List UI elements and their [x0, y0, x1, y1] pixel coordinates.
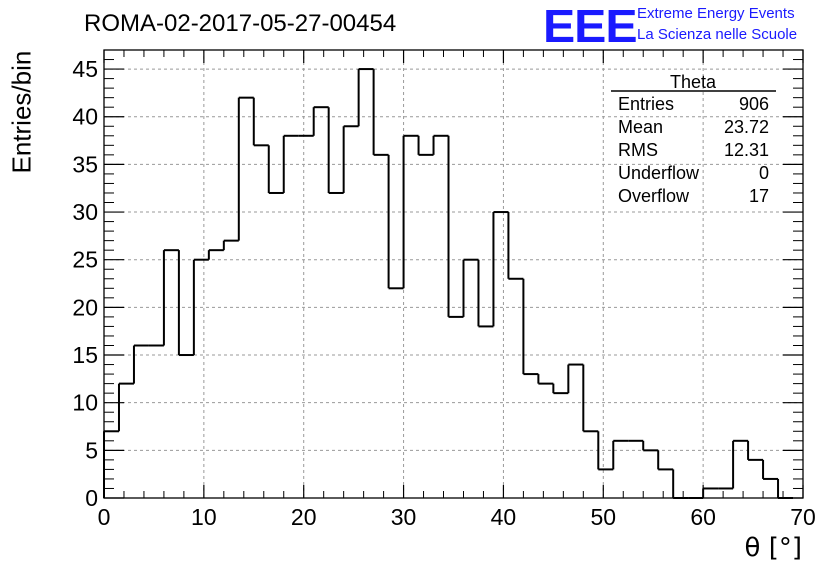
stats-label: Overflow [618, 186, 690, 206]
stats-label: Mean [618, 117, 663, 137]
stats-value: 906 [739, 94, 769, 114]
axis-ticks: 0 10 20 30 40 50 60 70 0 5 10 15 20 25 30 35 40 45 [72, 50, 816, 530]
stats-label: Entries [618, 94, 674, 114]
y-tick-label: 20 [72, 294, 98, 320]
y-tick-label: 15 [72, 342, 98, 368]
axes-box [103, 49, 804, 499]
stats-value: 17 [749, 186, 769, 206]
stats-value: 23.72 [724, 117, 769, 137]
stats-label: RMS [618, 140, 658, 160]
grid [104, 50, 803, 498]
y-tick-label: 5 [85, 437, 98, 463]
x-tick-label: 0 [98, 504, 111, 530]
stats-box-title: Theta [670, 72, 717, 92]
stats-label: Underflow [618, 163, 700, 183]
y-tick-label: 40 [72, 104, 98, 130]
stats-box-rows: Entries 906 Mean 23.72 RMS 12.31 Underflow 0 Ove… [618, 94, 769, 206]
logo-line-2: La Scienza nelle Scuole [637, 26, 798, 43]
stats-box: Theta Entries 906 Mean 23.72 RMS 12.31 Underfl… [611, 72, 776, 206]
x-tick-label: 40 [491, 504, 517, 530]
x-tick-label: 30 [391, 504, 417, 530]
y-tick-label: 0 [85, 485, 98, 511]
x-axis-label: θ [°] [744, 533, 802, 563]
stats-value: 12.31 [724, 140, 769, 160]
y-tick-label: 45 [72, 56, 98, 82]
x-tick-label: 20 [291, 504, 317, 530]
y-axis-label: Entries/bin [6, 50, 37, 174]
y-tick-label: 35 [72, 151, 98, 177]
plot-frame [103, 49, 804, 499]
stats-value: 0 [759, 163, 769, 183]
eee-logo: EEE [543, 0, 638, 52]
y-tick-label: 10 [72, 390, 98, 416]
x-tick-label: 50 [590, 504, 616, 530]
y-tick-label: 25 [72, 247, 98, 273]
x-tick-label: 60 [690, 504, 716, 530]
page-title: ROMA-02-2017-05-27-00454 [84, 10, 397, 37]
x-tick-label: 70 [790, 504, 816, 530]
y-tick-label: 30 [72, 199, 98, 225]
x-tick-label: 10 [191, 504, 217, 530]
histogram-bars [103, 68, 794, 499]
logo-line-1: Extreme Energy Events [637, 5, 795, 22]
